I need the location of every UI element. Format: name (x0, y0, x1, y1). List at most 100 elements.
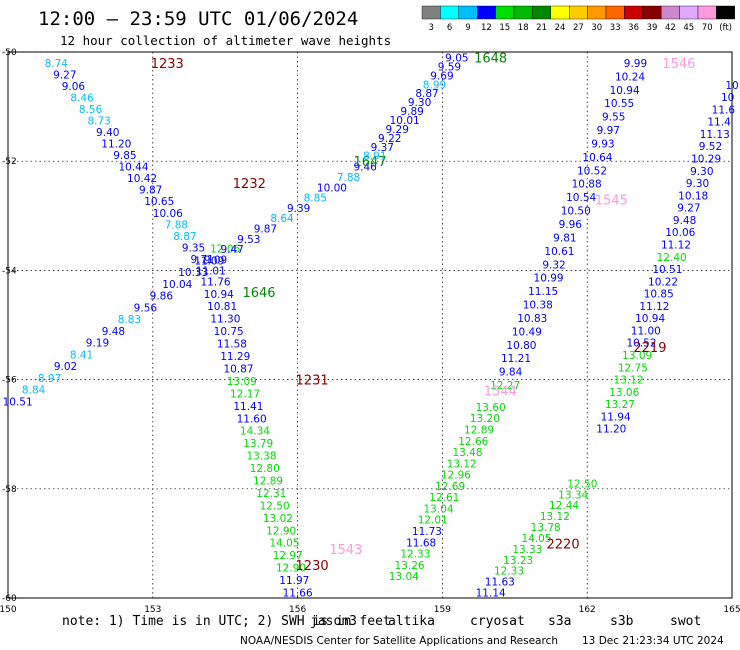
wave-height-label: 8.73 (87, 116, 110, 128)
wave-height-label: 11.73 (412, 526, 442, 538)
colorbar-level-label: 24 (555, 23, 566, 33)
satellite-legend-entry: s3a (548, 614, 571, 629)
colorbar-swatch (605, 5, 625, 20)
wave-height-label: 9.22 (378, 133, 401, 145)
colorbar-level-label: (ft) (719, 23, 732, 33)
wave-height-label: 11.15 (528, 286, 558, 298)
wave-height-label: 12.80 (250, 463, 280, 475)
wave-height-label: 10.85 (644, 289, 674, 301)
pass-time-label: 1233 (151, 57, 184, 72)
colorbar-level-label: 45 (683, 23, 694, 33)
colorbar-level-label: 6 (447, 23, 452, 33)
pass-time-label: 1232 (233, 177, 266, 192)
colorbar-swatch (532, 5, 552, 20)
colorbar-swatch (513, 5, 533, 20)
wave-height-label: 13.60 (476, 402, 506, 414)
wave-height-label: 9.52 (699, 141, 722, 153)
wave-height-label: 9.71 (190, 254, 213, 266)
chart-subtitle: 12 hour collection of altimeter wave hei… (60, 33, 391, 48)
wave-height-label: 9.46 (353, 162, 377, 174)
wave-height-label: 12.31 (256, 488, 286, 500)
footer-credit: NOAA/NESDIS Center for Satellite Applica… (240, 635, 558, 647)
colorbar-swatch (661, 5, 680, 20)
x-tick-label: 165 (723, 605, 740, 615)
pass-time-label: 1647 (353, 155, 386, 170)
colorbar-level-label: 70 (702, 23, 713, 33)
wave-height-label: 9.48 (673, 215, 696, 227)
wave-height-label: 10 (725, 80, 738, 92)
colorbar-level-label: 21 (536, 23, 547, 33)
wave-height-label: 8.46 (70, 93, 94, 105)
wave-height-label: 9.89 (400, 106, 423, 118)
wave-height-label: 10.54 (566, 192, 596, 204)
wave-height-label: 11.66 (283, 588, 313, 600)
wave-height-label: 9.35 (182, 242, 205, 254)
wave-height-label: 12.44 (549, 500, 579, 512)
wave-height-label: 11.01 (196, 265, 226, 277)
colorbar-level-label: 33 (610, 23, 621, 33)
footer-note-prefix: note: 1) Time is in UTC; 2) SWH is in fe… (62, 614, 391, 629)
wave-height-label: 9.87 (254, 224, 277, 236)
wave-height-label: 13.02 (263, 513, 293, 525)
wave-height-label: 10.65 (144, 196, 174, 208)
wave-height-label: 11.60 (237, 413, 267, 425)
wave-height-label: 13.20 (470, 413, 500, 425)
wave-height-label: 10.83 (517, 313, 547, 325)
colorbar-level-label: 27 (573, 23, 584, 33)
wave-height-label: 12.69 (435, 481, 465, 493)
wave-height-label: 10.01 (390, 115, 420, 127)
wave-height-label: 10.94 (635, 313, 665, 325)
wave-height-label: 12.01 (418, 515, 448, 527)
y-tick-label: -52 (2, 157, 17, 167)
colorbar-swatch (421, 5, 441, 20)
wave-height-label: 9.85 (113, 150, 136, 162)
wave-height-label: 9.27 (53, 69, 76, 81)
wave-height-label: 13.23 (503, 555, 533, 567)
pass-time-label: 1231 (296, 374, 329, 389)
wave-height-label: 11.68 (406, 537, 436, 549)
wave-height-label: 10.87 (223, 363, 253, 375)
wave-height-label: 12.40 (657, 252, 687, 264)
wave-height-label: 9.48 (102, 326, 125, 338)
colorbar-swatch (477, 5, 496, 20)
wave-height-label: 11.97 (279, 575, 309, 587)
wave-height-label: 10.18 (678, 190, 708, 202)
colorbar-legend: 3 6 9 12 15 18 21 24 27 30 33 36 39 42 45 70 (ft) (421, 5, 736, 33)
wave-height-label: 9.53 (237, 234, 260, 246)
wave-height-label: 9.02 (54, 361, 77, 373)
wave-height-label: 11.09 (194, 255, 224, 267)
wave-height-label: 12.17 (230, 388, 260, 400)
wave-height-label: 9.09 (204, 254, 227, 266)
wave-height-label: 10.64 (582, 152, 612, 164)
wave-height-label: 12.97 (273, 550, 303, 562)
wave-height-label: 9.05 (445, 52, 468, 64)
y-tick-label: -50 (2, 48, 17, 58)
wave-height-label: 9.93 (591, 138, 614, 150)
wave-height-label: 9.29 (386, 124, 409, 136)
wave-height-label: 10.81 (207, 301, 237, 313)
wave-height-label: 8.99 (423, 79, 446, 91)
wave-height-label: 13.34 (558, 489, 588, 501)
wave-height-label: 9.30 (690, 166, 713, 178)
wave-height-label: 13.48 (452, 447, 482, 459)
satellite-legend: jason3 altika cryosat s3a s3b swot (310, 614, 701, 629)
x-tick-label: 150 (0, 605, 17, 615)
y-tick-label: -56 (2, 376, 17, 386)
wave-height-label: 10.33 (178, 267, 208, 279)
colorbar-swatch (550, 5, 570, 20)
wave-height-label: 9.30 (408, 97, 431, 109)
colorbar-level-label: 39 (647, 23, 658, 33)
wave-height-label: 9.30 (686, 178, 709, 190)
wave-height-tracks: 8.749.279.068.468.568.739.4011.209.8510.… (3, 51, 739, 599)
plot-area (7, 51, 733, 599)
wave-height-label: 12.06 (210, 244, 240, 256)
satellite-legend-entry: altika (388, 614, 435, 629)
colorbar-swatch (587, 5, 607, 20)
wave-height-label: 8.83 (118, 314, 141, 326)
wave-height-label: 12.75 (618, 362, 648, 374)
wave-height-label: 12.96 (441, 470, 471, 482)
pass-time-label: 2220 (547, 537, 580, 552)
wave-height-label: 9.59 (438, 61, 461, 73)
wave-height-label: 11.94 (601, 411, 631, 423)
wave-height-label: 8.56 (79, 104, 103, 116)
